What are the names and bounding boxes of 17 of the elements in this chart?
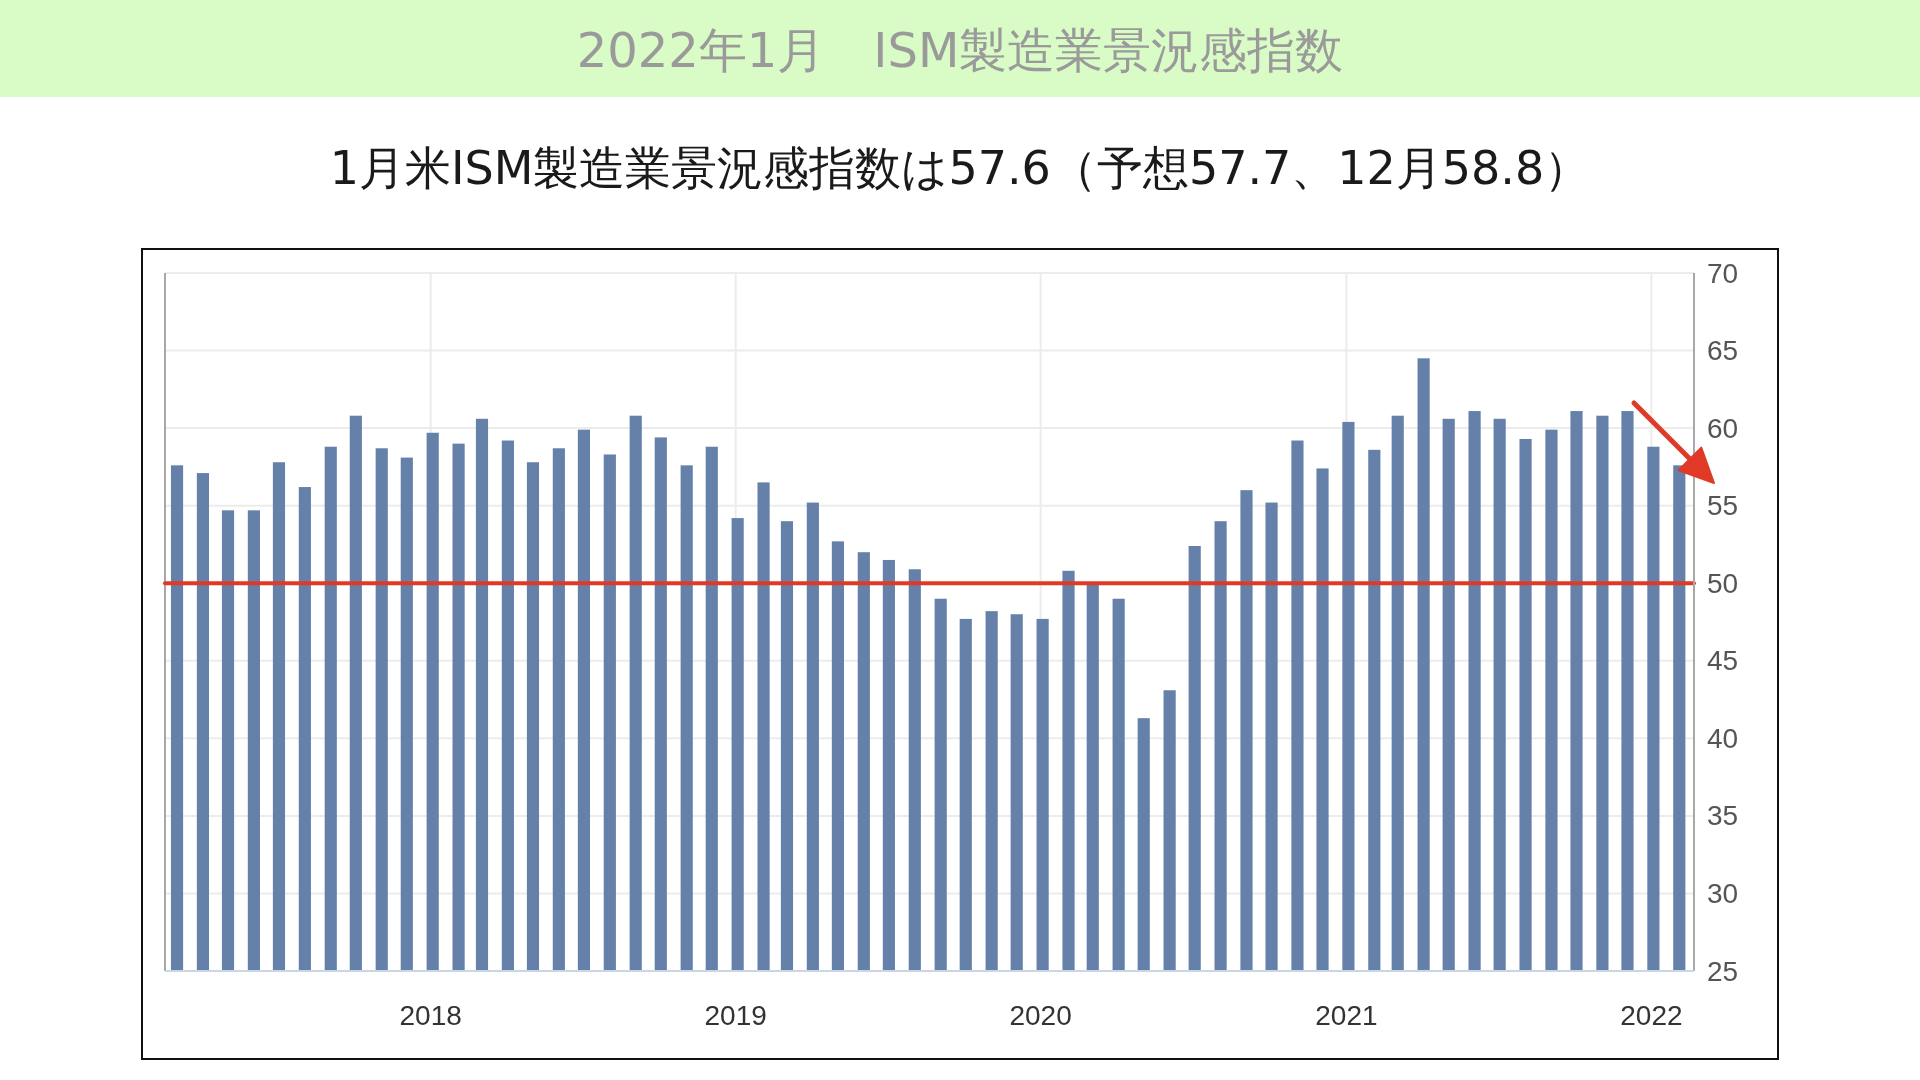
y-tick-label: 65: [1707, 335, 1739, 367]
y-tick-label: 35: [1707, 800, 1739, 832]
chart-subtitle: 1月米ISM製造業景況感指数は57.6（予想57.7、12月58.8）: [329, 141, 1591, 195]
y-tick-label: 30: [1707, 877, 1739, 909]
y-tick-label: 55: [1707, 490, 1739, 522]
x-tick-label: 2021: [1315, 999, 1378, 1031]
x-tick-label: 2019: [704, 999, 767, 1031]
chart-title: 2022年1月 ISM製造業景況感指数: [576, 22, 1344, 78]
x-tick-label: 2022: [1620, 999, 1683, 1031]
y-tick-label: 70: [1707, 257, 1739, 289]
y-tick-label: 45: [1707, 645, 1739, 677]
x-tick-label: 2020: [1009, 999, 1072, 1031]
y-tick-label: 40: [1707, 722, 1739, 754]
y-tick-label: 60: [1707, 412, 1739, 444]
y-tick-label: 25: [1707, 955, 1739, 987]
y-tick-label: 50: [1707, 567, 1739, 599]
x-tick-label: 2018: [399, 999, 462, 1031]
